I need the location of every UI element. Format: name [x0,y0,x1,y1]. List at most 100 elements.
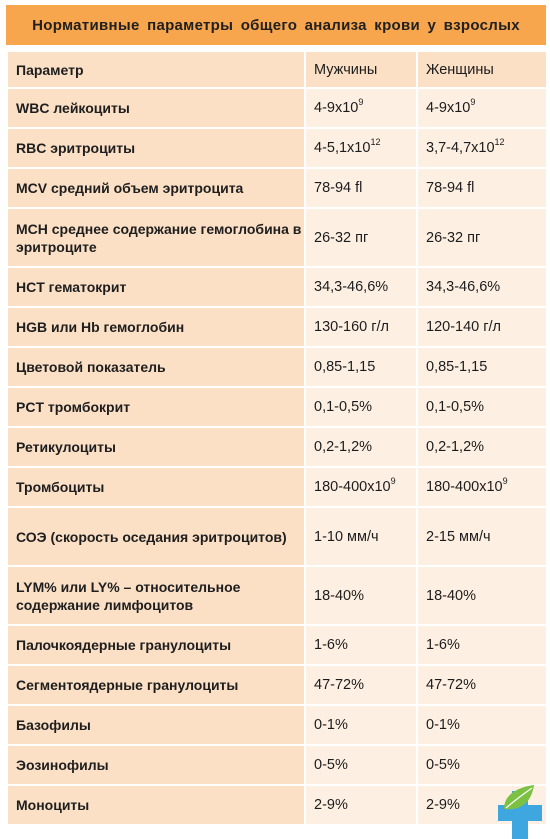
table-row: WBC лейкоциты 4-9x109 4-9x109 [6,87,548,129]
param-name: Ретикулоциты [6,426,306,468]
table-row: Ретикулоциты 0,2-1,2% 0,2-1,2% [6,426,548,468]
value-men: 1-10 мм/ч [304,506,418,567]
value-men: 26-32 пг [304,207,418,268]
param-name: Палочкоядерные гранулоциты [6,624,306,666]
param-name: PCT тромбокрит [6,386,306,428]
value-text: 26-32 пг [426,229,481,246]
table-header-row: Параметр Мужчины Женщины [6,50,548,89]
value-men: 47-72% [304,664,418,706]
value-men: 18-40% [304,565,418,626]
param-name: WBC лейкоциты [6,87,306,129]
value-text: 0,85-1,15 [314,359,376,375]
value-women: 34,3-46,6% [416,266,548,308]
exponent: 9 [502,476,508,487]
header-param: Параметр [6,50,306,89]
param-name: Эозинофилы [6,744,306,786]
value-text: 34,3-46,6% [314,279,389,295]
value-text: 18-40% [426,587,476,604]
value-text: 1-6% [426,637,460,653]
value-text: 4-5,1x10 [314,140,371,156]
value-text: 78-94 fl [314,180,363,196]
value-text: 0-5% [426,757,460,773]
value-text: 0,85-1,15 [426,359,488,375]
value-men: 1-6% [304,624,418,666]
value-text: 0,2-1,2% [426,439,485,455]
value-women: 2-15 мм/ч [416,506,548,567]
table-row: Моноциты 2-9% 2-9% [6,784,548,826]
value-text: 34,3-46,6% [426,279,501,295]
value-men: 4-5,1x1012 [304,127,418,169]
value-men: 0,1-0,5% [304,386,418,428]
value-text: 3,7-4,7x10 [426,140,495,156]
exponent: 12 [494,137,505,148]
param-name: СОЭ (скорость оседания эритроцитов) [6,506,306,567]
table-row: MCH среднее содержание гемоглобина в эри… [6,207,548,268]
value-women: 0,85-1,15 [416,346,548,388]
value-text: 120-140 г/л [426,319,502,335]
exponent: 9 [390,476,396,487]
param-name: Моноциты [6,784,306,826]
value-women: 0-5% [416,744,548,786]
value-text: 2-15 мм/ч [426,528,491,545]
exponent: 9 [470,97,476,108]
value-text: 180-400x10 [426,479,503,495]
value-text: 180-400x10 [314,479,391,495]
table-row: MCV средний объем эритроцита 78-94 fl 78-9… [6,167,548,209]
value-women: 180-400x109 [416,466,548,508]
value-women: 3,7-4,7x1012 [416,127,548,169]
table-row: Палочкоядерные гранулоциты 1-6% 1-6% [6,624,548,666]
value-text: 0-1% [314,717,348,733]
value-women: 47-72% [416,664,548,706]
param-name: Базофилы [6,704,306,746]
medical-cross-leaf-icon [498,785,542,839]
table-row: HCT гематокрит 34,3-46,6% 34,3-46,6% [6,266,548,308]
value-men: 78-94 fl [304,167,418,209]
table-row: Сегментоядерные гранулоциты 47-72% 47-72% [6,664,548,706]
value-text: 26-32 пг [314,229,369,246]
table-title: Нормативные параметры общего анализа кро… [6,5,546,45]
value-men: 4-9x109 [304,87,418,129]
table-row: RBC эритроциты 4-5,1x1012 3,7-4,7x1012 [6,127,548,169]
value-text: 0,1-0,5% [314,399,373,415]
table-row: СОЭ (скорость оседания эритроцитов) 1-10 … [6,506,548,567]
value-men: 180-400x109 [304,466,418,508]
value-women: 1-6% [416,624,548,666]
param-name: RBC эритроциты [6,127,306,169]
param-name: Сегментоядерные гранулоциты [6,664,306,706]
value-text: 1-6% [314,637,348,653]
value-women: 0,1-0,5% [416,386,548,428]
value-men: 0-1% [304,704,418,746]
value-women: 78-94 fl [416,167,548,209]
header-women: Женщины [416,50,548,89]
value-text: 47-72% [314,677,364,693]
value-text: 2-9% [314,797,348,813]
param-name: HCT гематокрит [6,266,306,308]
value-men: 130-160 г/л [304,306,418,348]
table-row: Тромбоциты 180-400x109 180-400x109 [6,466,548,508]
value-women: 18-40% [416,565,548,626]
param-name: LYM% или LY% – относительное содержание … [6,565,306,626]
value-men: 2-9% [304,784,418,826]
table-row: Базофилы 0-1% 0-1% [6,704,548,746]
value-text: 18-40% [314,587,364,604]
value-men: 0,85-1,15 [304,346,418,388]
value-women: 120-140 г/л [416,306,548,348]
table-row: PCT тромбокрит 0,1-0,5% 0,1-0,5% [6,386,548,428]
param-name: Цветовой показатель [6,346,306,388]
value-women: 0,2-1,2% [416,426,548,468]
value-women: 4-9x109 [416,87,548,129]
value-men: 0-5% [304,744,418,786]
value-text: 0,2-1,2% [314,439,373,455]
param-name: MCV средний объем эритроцита [6,167,306,209]
value-text: 2-9% [426,797,460,813]
value-men: 0,2-1,2% [304,426,418,468]
value-text: 4-9x10 [426,100,471,116]
exponent: 9 [358,97,364,108]
value-women: 0-1% [416,704,548,746]
value-text: 0-5% [314,757,348,773]
table-row: LYM% или LY% – относительное содержание … [6,565,548,626]
norms-table: Параметр Мужчины Женщины WBC лейкоциты 4-… [6,50,548,826]
param-name: MCH среднее содержание гемоглобина в эри… [6,207,306,268]
value-women: 26-32 пг [416,207,548,268]
blood-test-norms-sheet: Нормативные параметры общего анализа кро… [6,5,548,826]
